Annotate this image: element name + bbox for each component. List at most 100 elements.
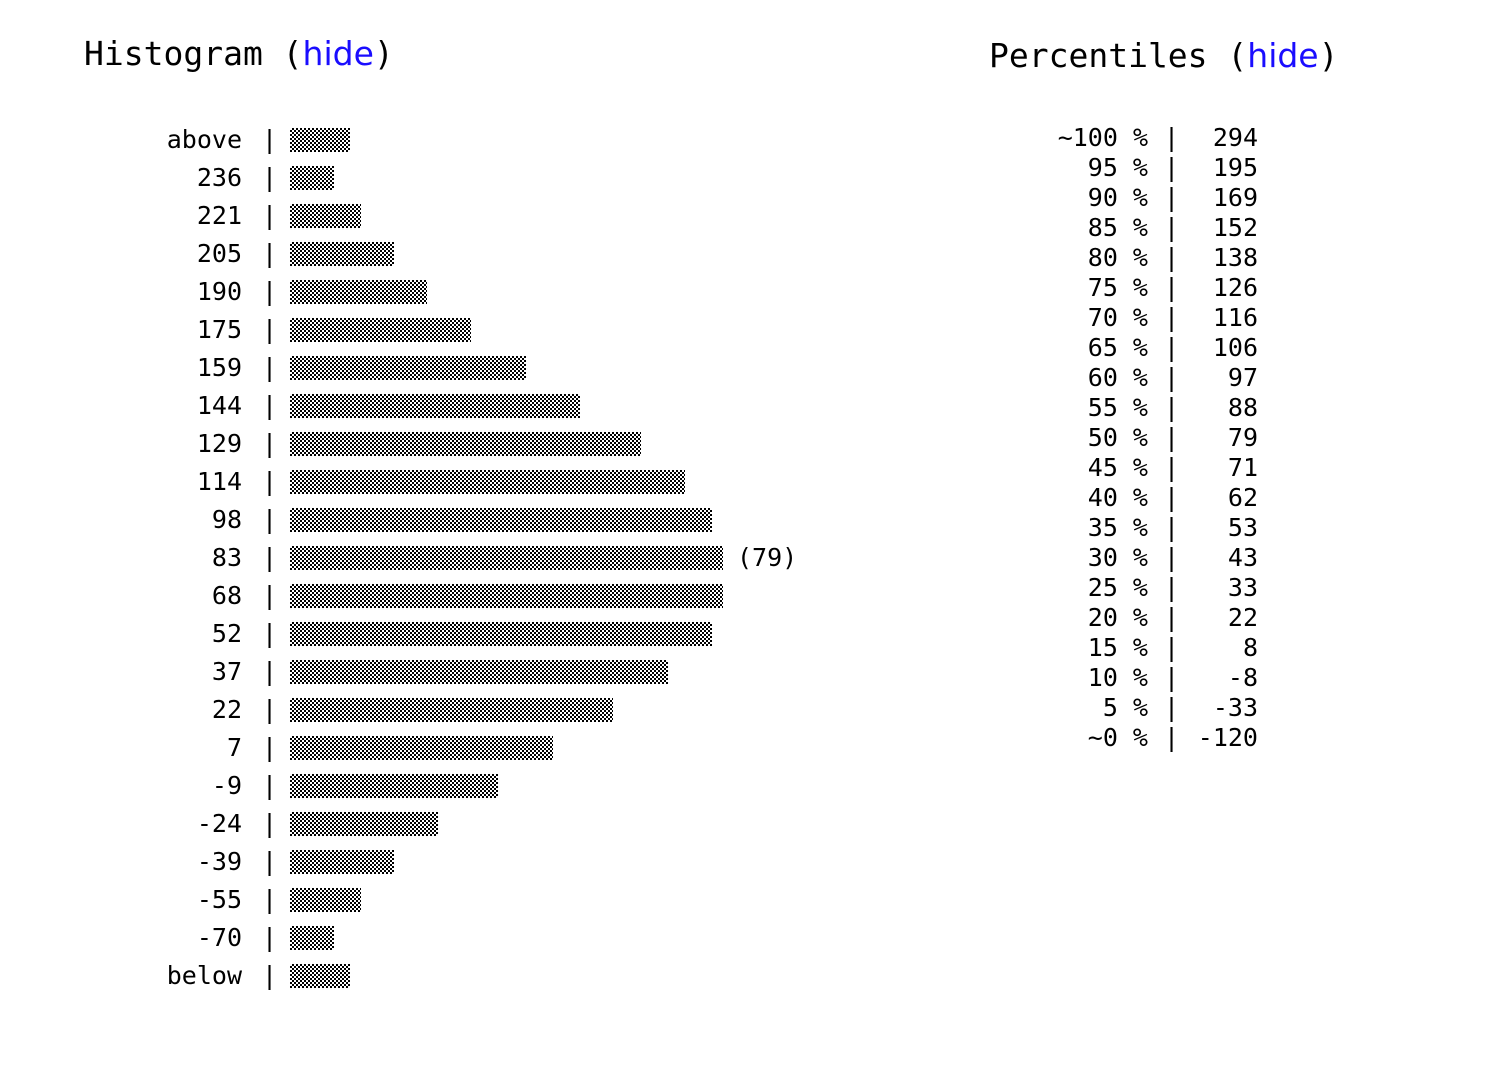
histogram-bin-label: -24: [196, 809, 242, 838]
histogram-bar: [290, 394, 580, 418]
percentile-value: 294: [1212, 123, 1258, 152]
percentile-separator: |: [1164, 303, 1180, 332]
histogram-separator: |: [262, 581, 278, 610]
percentile-separator: |: [1164, 153, 1180, 182]
percentile-value: 71: [1227, 453, 1258, 482]
histogram-bin-label: 7: [226, 733, 242, 762]
histogram-title: Histogram (hide): [84, 34, 394, 74]
histogram-bin-label: 236: [196, 163, 242, 192]
histogram-row: 98 |: [0, 501, 900, 539]
histogram-row: 221 |: [0, 197, 900, 235]
histogram-bar: [290, 964, 350, 988]
percentile-label: 10 %: [1087, 663, 1148, 692]
histogram-bin-label: -39: [196, 847, 242, 876]
percentile-row: 10 % | -8: [0, 663, 1300, 693]
histogram-row: below |: [0, 957, 900, 995]
histogram-separator: |: [262, 125, 278, 154]
percentile-separator: |: [1164, 423, 1180, 452]
percentile-label: 90 %: [1087, 183, 1148, 212]
percentile-row: 20 % | 22: [0, 603, 1300, 633]
percentile-label: 65 %: [1087, 333, 1148, 362]
histogram-separator: |: [262, 201, 278, 230]
percentile-row: 35 % | 53: [0, 513, 1300, 543]
histogram-row: -24 |: [0, 805, 900, 843]
histogram-bar: [290, 774, 498, 798]
percentile-row: ~0 % | -120: [0, 723, 1300, 753]
percentile-label: 40 %: [1087, 483, 1148, 512]
histogram-separator: |: [262, 467, 278, 496]
histogram-bar: [290, 508, 712, 532]
percentile-row: 45 % | 71: [0, 453, 1300, 483]
histogram-row: above |: [0, 121, 900, 159]
percentile-separator: |: [1164, 243, 1180, 272]
percentile-value: 106: [1212, 333, 1258, 362]
histogram-max-count: (79): [737, 543, 798, 572]
histogram-row: -9 |: [0, 767, 900, 805]
histogram-hide-link[interactable]: hide: [302, 34, 374, 73]
histogram-title-close: ): [373, 34, 394, 73]
histogram-separator: |: [262, 277, 278, 306]
percentile-label: 50 %: [1087, 423, 1148, 452]
histogram-separator: |: [262, 619, 278, 648]
histogram-bin-label: 190: [196, 277, 242, 306]
percentile-value: 43: [1227, 543, 1258, 572]
histogram-separator: |: [262, 695, 278, 724]
percentile-value: 53: [1227, 513, 1258, 542]
percentile-separator: |: [1164, 723, 1180, 752]
histogram-bar: [290, 546, 723, 570]
histogram-separator: |: [262, 809, 278, 838]
histogram-bar: [290, 660, 668, 684]
histogram-separator: |: [262, 771, 278, 800]
percentile-separator: |: [1164, 603, 1180, 632]
histogram-row: 236 |: [0, 159, 900, 197]
histogram-row: -70 |: [0, 919, 900, 957]
percentile-label: 45 %: [1087, 453, 1148, 482]
histogram-row: 37 |: [0, 653, 900, 691]
percentile-row: 50 % | 79: [0, 423, 1300, 453]
percentiles-hide-link[interactable]: hide: [1247, 36, 1319, 75]
histogram-row: 83 | (79): [0, 539, 900, 577]
histogram-row: 159 |: [0, 349, 900, 387]
histogram-bar: [290, 736, 553, 760]
histogram-bar: [290, 698, 613, 722]
histogram-bin-label: 129: [196, 429, 242, 458]
percentile-row: 85 % | 152: [0, 213, 1300, 243]
percentile-label: 20 %: [1087, 603, 1148, 632]
histogram-bar: [290, 128, 350, 152]
histogram-bin-label: 114: [196, 467, 242, 496]
histogram-bin-label: above: [166, 125, 242, 154]
histogram-bar: [290, 280, 427, 304]
percentile-row: 55 % | 88: [0, 393, 1300, 423]
percentile-value: 152: [1212, 213, 1258, 242]
percentile-separator: |: [1164, 363, 1180, 392]
histogram-bar: [290, 166, 334, 190]
percentile-separator: |: [1164, 513, 1180, 542]
histogram-row: 144 |: [0, 387, 900, 425]
percentile-separator: |: [1164, 633, 1180, 662]
percentile-row: 60 % | 97: [0, 363, 1300, 393]
percentile-separator: |: [1164, 453, 1180, 482]
percentile-value: 88: [1227, 393, 1258, 422]
histogram-separator: |: [262, 315, 278, 344]
histogram-row: -39 |: [0, 843, 900, 881]
percentile-separator: |: [1164, 123, 1180, 152]
histogram-bar: [290, 204, 361, 228]
percentile-separator: |: [1164, 213, 1180, 242]
percentile-value: 79: [1227, 423, 1258, 452]
percentile-label: 75 %: [1087, 273, 1148, 302]
percentile-value: -120: [1197, 723, 1258, 752]
percentile-row: 65 % | 106: [0, 333, 1300, 363]
histogram-separator: |: [262, 657, 278, 686]
percentile-value: 195: [1212, 153, 1258, 182]
histogram-bar: [290, 242, 394, 266]
histogram-bin-label: 37: [211, 657, 242, 686]
histogram-separator: |: [262, 885, 278, 914]
histogram-separator: |: [262, 429, 278, 458]
histogram-separator: |: [262, 391, 278, 420]
histogram-separator: |: [262, 239, 278, 268]
percentile-label: 55 %: [1087, 393, 1148, 422]
histogram-separator: |: [262, 353, 278, 382]
histogram-bin-label: below: [166, 961, 242, 990]
histogram-bin-label: 159: [196, 353, 242, 382]
percentile-row: 80 % | 138: [0, 243, 1300, 273]
